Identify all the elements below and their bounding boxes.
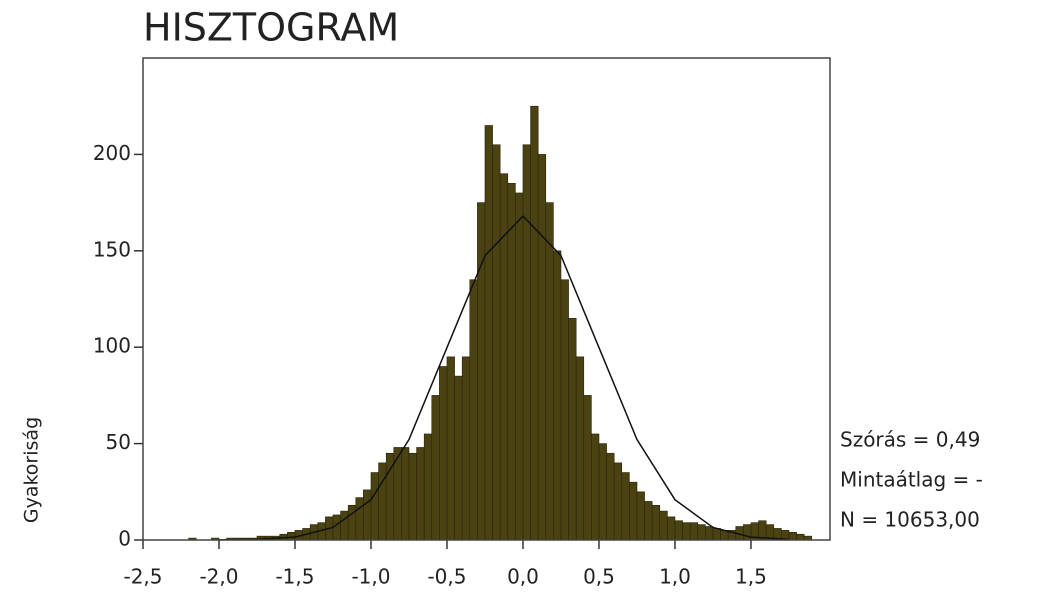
bar <box>370 472 379 541</box>
bar <box>796 533 805 541</box>
bar <box>431 395 440 541</box>
bar <box>705 526 714 541</box>
x-tick-label: -2,5 <box>123 565 162 589</box>
bar <box>553 250 562 541</box>
bar <box>712 528 721 541</box>
bar <box>522 144 531 541</box>
bar <box>667 516 676 541</box>
bar <box>515 192 524 541</box>
bar <box>530 105 539 541</box>
bar <box>347 504 357 541</box>
bar <box>689 522 699 541</box>
bar <box>340 510 349 541</box>
bar <box>537 154 547 541</box>
bar <box>545 202 554 541</box>
x-tick-label: -1,0 <box>351 565 390 589</box>
bar <box>575 356 585 541</box>
bar <box>469 279 478 541</box>
chart-title: HISZTOGRAM <box>143 6 399 50</box>
bar <box>439 366 448 541</box>
plot-frame <box>142 57 831 541</box>
y-tick-label: 50 <box>106 430 131 454</box>
bar <box>743 524 752 541</box>
normal-curve <box>218 215 790 541</box>
bar <box>674 520 683 541</box>
bar <box>598 443 607 541</box>
bar <box>484 125 493 541</box>
bar <box>682 522 691 541</box>
bar <box>492 144 501 541</box>
y-tick-label: 100 <box>93 334 131 358</box>
bar <box>363 489 372 541</box>
bar <box>606 452 615 541</box>
bar <box>461 356 471 541</box>
bar <box>378 462 387 541</box>
x-tick-label: -2,0 <box>199 565 238 589</box>
x-tick-label: 0,5 <box>583 565 615 589</box>
x-tick-label: -0,5 <box>427 565 466 589</box>
bar <box>591 433 600 541</box>
bar <box>507 183 516 541</box>
bar <box>697 524 706 541</box>
bar <box>583 395 592 541</box>
bar <box>621 472 630 541</box>
bar <box>499 173 509 541</box>
bar <box>788 531 797 541</box>
bar <box>401 447 410 541</box>
stats-label: Mintaátlag = - <box>840 468 983 492</box>
x-tick-label: 1,5 <box>735 565 767 589</box>
bar <box>355 497 364 541</box>
bar <box>613 462 623 541</box>
x-tick-label: 1,0 <box>659 565 691 589</box>
y-tick-label: 150 <box>93 237 131 261</box>
bar <box>659 510 668 541</box>
bar <box>454 375 463 541</box>
bar <box>408 452 417 541</box>
bar <box>651 504 661 541</box>
x-tick-label: -1,5 <box>275 565 314 589</box>
y-axis-label: Gyakoriság <box>21 417 43 523</box>
y-tick-label: 0 <box>118 527 131 551</box>
bar <box>636 491 645 541</box>
bar <box>287 531 296 541</box>
stats-label: Szórás = 0,49 <box>840 428 980 452</box>
stats-label: N = 10653,00 <box>840 508 980 532</box>
bar <box>560 279 569 541</box>
bar <box>629 481 638 541</box>
bar <box>446 356 455 541</box>
bar <box>416 447 425 541</box>
x-tick-label: 0,0 <box>507 565 539 589</box>
bar <box>423 433 433 541</box>
y-tick-label: 200 <box>93 141 131 165</box>
bar <box>644 501 653 541</box>
bar <box>568 317 577 541</box>
bar <box>477 202 486 541</box>
